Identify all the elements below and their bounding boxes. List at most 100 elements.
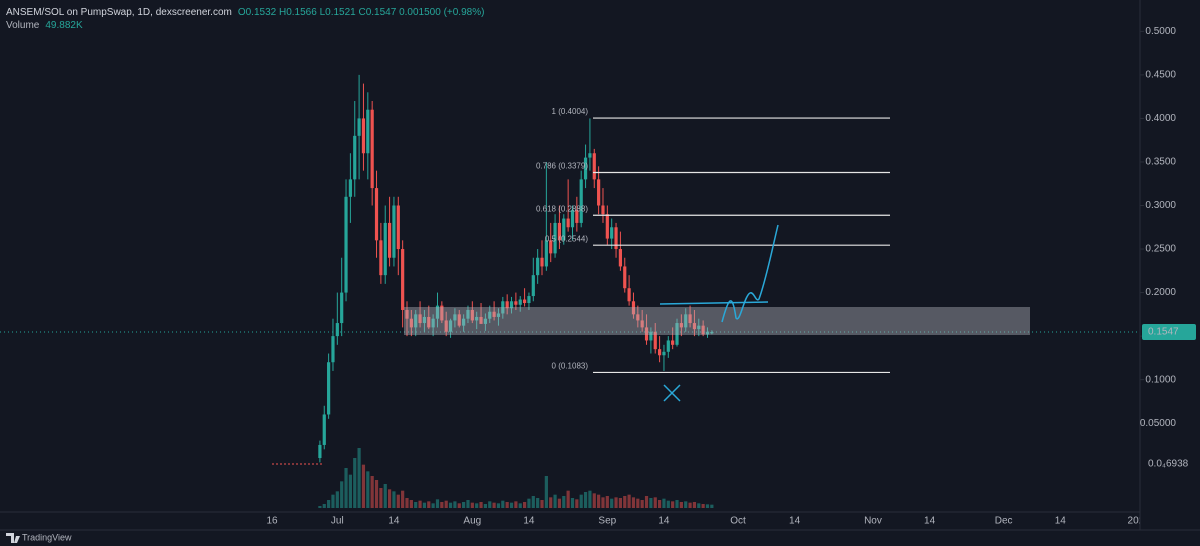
- candle-body: [614, 227, 618, 250]
- candle-body: [496, 313, 501, 317]
- candle-body: [666, 340, 670, 352]
- candle-body: [331, 336, 335, 363]
- candle-body: [353, 135, 357, 180]
- volume-bar: [575, 499, 579, 508]
- volume-bar: [636, 498, 640, 508]
- resistance-line: [659, 301, 769, 305]
- fib-label: 1 (0.4004): [552, 107, 589, 116]
- volume-bar: [566, 490, 570, 508]
- candle-body: [610, 227, 614, 239]
- y-tick-label: 0.5000: [1145, 26, 1176, 37]
- volume-bar: [531, 496, 535, 508]
- volume-bar: [649, 498, 653, 508]
- candle-body: [566, 218, 570, 228]
- y-tick-label: 0.1000: [1145, 374, 1176, 385]
- volume-bar: [553, 494, 557, 508]
- volume-bar: [692, 502, 697, 508]
- volume-bar: [623, 496, 627, 508]
- x-tick-label: 16: [266, 516, 278, 527]
- candle-body: [705, 331, 710, 335]
- volume-bar: [588, 490, 592, 508]
- candle-body: [401, 249, 405, 310]
- volume-bar: [544, 476, 548, 508]
- candle-body: [657, 349, 662, 356]
- fib-label: 0 (0.1083): [552, 362, 589, 371]
- volume-value: 49.882K: [45, 20, 83, 31]
- volume-bar: [427, 501, 431, 508]
- candle-body: [448, 320, 453, 332]
- volume-bar: [518, 503, 522, 508]
- y-tick-label: 0.2000: [1145, 287, 1176, 298]
- volume-bar: [331, 494, 335, 508]
- candle-body: [483, 318, 487, 324]
- fib-label: 0.786 (0.3379): [536, 162, 588, 171]
- candle-body: [505, 301, 509, 309]
- fib-label: 0.618 (0.2888): [536, 204, 588, 213]
- candle-body: [518, 299, 522, 305]
- projection-path: [721, 224, 779, 323]
- volume-bar: [431, 503, 435, 508]
- volume-bar: [444, 500, 448, 508]
- volume-bar: [540, 500, 544, 508]
- volume-bar: [631, 497, 636, 508]
- candle-body: [557, 222, 562, 241]
- volume-bar: [701, 504, 705, 508]
- candle-body: [422, 316, 427, 324]
- volume-bar: [466, 500, 470, 508]
- volume-bar: [322, 504, 326, 508]
- volume-bar: [557, 498, 562, 508]
- candle-body: [440, 305, 444, 321]
- candle-body: [636, 314, 640, 321]
- candle-body: [509, 301, 514, 309]
- candle-body: [431, 318, 435, 328]
- volume-bar: [562, 496, 566, 508]
- volume-bar: [379, 488, 383, 508]
- volume-bar: [457, 503, 461, 508]
- volume-label: Volume: [6, 20, 40, 31]
- candle-body: [348, 179, 352, 197]
- volume-bar: [505, 502, 509, 508]
- candle-body: [370, 109, 374, 189]
- volume-bar: [527, 498, 531, 508]
- x-tick-label: 14: [924, 516, 936, 527]
- volume-bar: [387, 489, 392, 508]
- volume-bar: [627, 494, 631, 508]
- volume-bar: [514, 501, 518, 508]
- candle-body: [462, 318, 466, 326]
- candle-body: [588, 153, 592, 158]
- candle-body: [536, 257, 540, 276]
- volume-bar: [492, 502, 496, 508]
- candle-body: [405, 309, 409, 319]
- x-tick-label: 14: [789, 516, 801, 527]
- candle-body: [592, 153, 596, 180]
- y-tick-label: 0.3000: [1145, 200, 1176, 211]
- cross-mark: [663, 384, 681, 402]
- candle-body: [679, 323, 683, 328]
- candle-body: [366, 109, 370, 154]
- candle-body: [357, 118, 361, 136]
- x-tick-label: Oct: [730, 516, 746, 527]
- candle-body: [492, 311, 496, 317]
- fib-label: 0.5 (0.2544): [545, 234, 588, 243]
- volume-bar: [340, 481, 344, 508]
- candle-body: [618, 249, 622, 267]
- candle-body: [414, 314, 418, 328]
- volume-bar: [370, 476, 374, 508]
- candle-body: [435, 305, 440, 319]
- volume-bar: [697, 503, 701, 508]
- volume-bar: [366, 471, 370, 508]
- candle-body: [675, 323, 679, 345]
- candle-body: [361, 118, 366, 154]
- candle-body: [470, 309, 474, 321]
- axes: 0.050000.10000.15000.20000.25000.30000.3…: [0, 0, 1200, 531]
- volume-bar: [392, 491, 396, 508]
- volume-bar: [440, 502, 444, 508]
- candle-body: [653, 331, 657, 350]
- candle-body: [522, 299, 527, 304]
- price-tag: [1142, 324, 1196, 341]
- x-tick-label: 14: [523, 516, 535, 527]
- volume-bar: [414, 502, 418, 508]
- volume-bar: [684, 501, 688, 508]
- candle-body: [631, 301, 636, 315]
